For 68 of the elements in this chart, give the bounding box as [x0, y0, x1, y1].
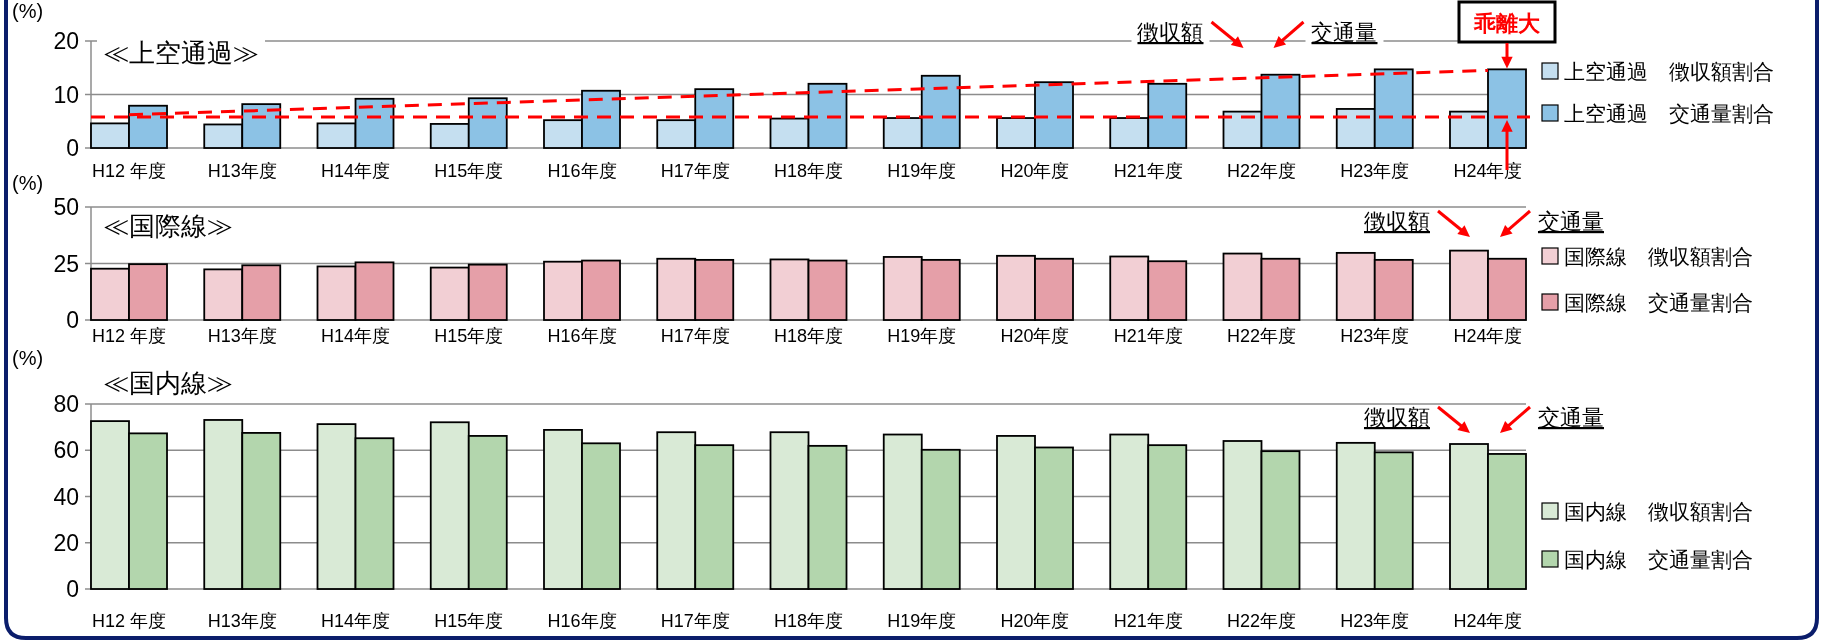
- y-tick-label: 25: [53, 250, 79, 277]
- y-axis-title: (%): [12, 347, 44, 369]
- y-tick-label: 0: [66, 307, 79, 333]
- x-tick-label: H14年度: [320, 161, 391, 181]
- x-tick-label: H22年度: [1226, 326, 1297, 346]
- chart-title: ≪国際線≫: [103, 211, 233, 241]
- x-tick-label: H21年度: [1113, 611, 1183, 631]
- x-tick-label: H24年度: [1453, 611, 1523, 631]
- chart-title: ≪国内線≫: [103, 368, 233, 398]
- x-tick-label: H12 年度: [91, 611, 167, 631]
- legend-label: 国内線 交通量割合: [1564, 548, 1753, 571]
- y-axis-title: (%): [12, 0, 44, 22]
- text: 交通量: [1538, 405, 1604, 430]
- y-axis-title: (%): [12, 172, 44, 194]
- x-tick-label: H23年度: [1340, 326, 1410, 346]
- x-tick-label: H20年度: [1000, 161, 1070, 181]
- legend-label: 国際線 交通量割合: [1564, 291, 1753, 314]
- x-tick-label: H22年度: [1226, 161, 1297, 181]
- x-tick-label: H22年度: [1226, 611, 1297, 631]
- x-tick-label: H23年度: [1340, 611, 1410, 631]
- x-tick-label: H14年度: [320, 326, 391, 346]
- annotation: 徴収額: [1364, 405, 1430, 430]
- legend-label: 上空通過 交通量割合: [1564, 102, 1774, 125]
- y-tick-label: 10: [53, 81, 79, 108]
- y-tick-label: 40: [53, 483, 79, 510]
- x-tick-label: H12 年度: [91, 326, 167, 346]
- x-tick-label: H20年度: [1000, 326, 1070, 346]
- x-tick-label: H15年度: [434, 326, 504, 346]
- x-tick-label: H18年度: [773, 326, 844, 346]
- x-tick-label: H20年度: [1000, 611, 1070, 631]
- annotation: 徴収額: [1137, 20, 1204, 45]
- y-tick-label: 60: [53, 437, 79, 464]
- x-tick-label: H13年度: [207, 611, 277, 631]
- x-tick-label: H13年度: [207, 161, 277, 181]
- x-tick-label: H16年度: [547, 326, 617, 346]
- x-tick-label: H23年度: [1340, 161, 1410, 181]
- x-tick-label: H19年度: [887, 326, 957, 346]
- x-tick-label: H13年度: [207, 326, 277, 346]
- x-tick-label: H16年度: [547, 161, 617, 181]
- y-tick-label: 0: [66, 576, 79, 602]
- y-tick-label: 20: [53, 28, 79, 54]
- text: 乖離大: [1473, 11, 1541, 36]
- legend-label: 国内線 徴収額割合: [1564, 500, 1753, 523]
- x-tick-label: H17年度: [660, 611, 730, 631]
- legend-label: 国際線 徴収額割合: [1564, 245, 1753, 268]
- x-tick-label: H19年度: [887, 611, 957, 631]
- x-tick-label: H15年度: [434, 161, 504, 181]
- legend-label: 上空通過 徴収額割合: [1564, 60, 1774, 83]
- y-tick-label: 80: [53, 391, 79, 417]
- x-tick-label: H12 年度: [91, 161, 167, 181]
- x-tick-label: H21年度: [1113, 161, 1183, 181]
- text: 交通量: [1538, 209, 1604, 234]
- x-tick-label: H14年度: [320, 611, 391, 631]
- x-tick-label: H17年度: [660, 161, 730, 181]
- x-tick-label: H21年度: [1113, 326, 1183, 346]
- annotation: 徴収額: [1364, 209, 1430, 234]
- y-tick-label: 20: [53, 529, 79, 556]
- annotation: 交通量: [1311, 20, 1378, 45]
- x-tick-label: H18年度: [773, 161, 844, 181]
- chart-title: ≪上空通過≫: [103, 38, 259, 68]
- x-tick-label: H18年度: [773, 611, 844, 631]
- x-tick-label: H17年度: [660, 326, 730, 346]
- x-tick-label: H15年度: [434, 611, 504, 631]
- x-tick-label: H16年度: [547, 611, 617, 631]
- x-tick-label: H24年度: [1453, 326, 1523, 346]
- y-tick-label: 0: [66, 135, 79, 161]
- y-tick-label: 50: [53, 194, 79, 220]
- x-tick-label: H19年度: [887, 161, 957, 181]
